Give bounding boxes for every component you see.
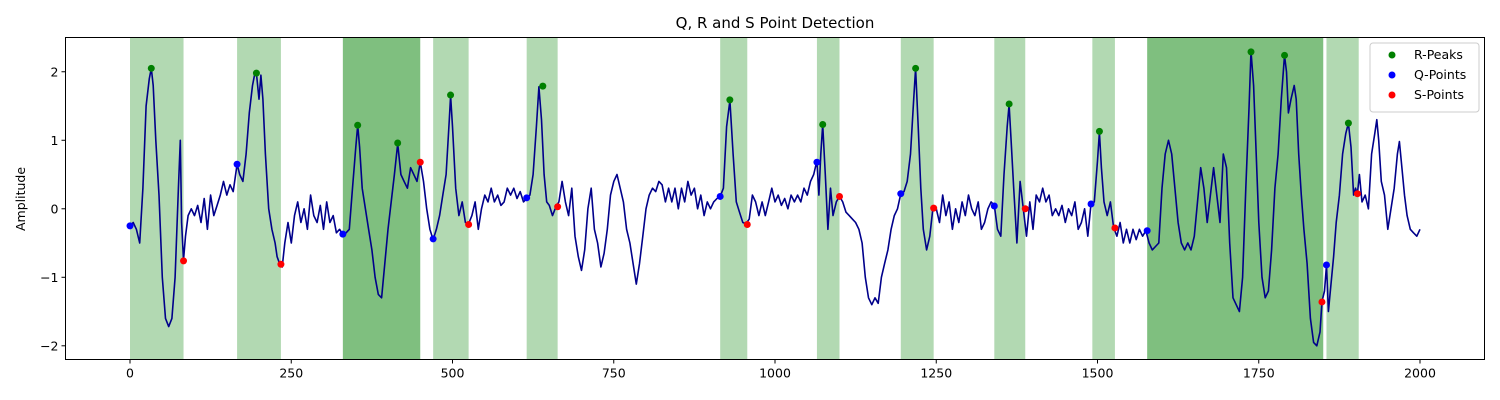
q-points-marker (1087, 200, 1095, 208)
s-points-marker (836, 192, 843, 200)
s-points-marker (743, 221, 751, 229)
chart-title: Q, R and S Point Detection (676, 14, 875, 32)
y-tick-label: 2 (51, 64, 59, 79)
shaded-region (1147, 37, 1324, 360)
q-points-marker (339, 230, 347, 238)
y-axis-label: Amplitude (13, 167, 28, 231)
s-points-marker (1353, 190, 1361, 198)
y-tick-label: 0 (51, 201, 59, 216)
x-tick-label: 500 (441, 366, 465, 381)
s-points-marker (465, 221, 473, 229)
x-tick-label: 750 (602, 366, 626, 381)
q-points-marker (233, 160, 241, 168)
x-tick-label: 1750 (1243, 366, 1275, 381)
r-peaks-marker (394, 139, 402, 147)
r-peaks-marker (1344, 119, 1352, 127)
s-points-marker (930, 204, 938, 212)
r-peaks-marker (447, 91, 455, 99)
shaded-region (433, 37, 469, 360)
r-peaks-marker (1005, 100, 1013, 108)
x-tick-label: 250 (279, 366, 303, 381)
x-tick-label: 2000 (1404, 366, 1436, 381)
q-points-marker (523, 194, 531, 202)
q-points-marker (429, 235, 437, 243)
s-points-marker (554, 203, 562, 211)
legend-label: S-Points (1414, 87, 1464, 102)
x-tick-label: 0 (126, 366, 134, 381)
s-points-marker (180, 257, 188, 265)
shaded-region (1326, 37, 1359, 360)
s-points-marker (416, 158, 424, 166)
q-points-marker (716, 192, 724, 200)
q-points-marker (1143, 227, 1151, 235)
r-peaks-marker (147, 64, 155, 72)
legend-label: Q-Points (1414, 67, 1466, 82)
q-points-marker (813, 158, 821, 166)
legend-marker (1388, 51, 1396, 59)
r-peaks-marker (252, 69, 260, 77)
s-points-marker (277, 260, 285, 268)
legend-marker (1388, 91, 1396, 99)
signal-line (129, 50, 1421, 347)
x-tick-label: 1250 (920, 366, 952, 381)
y-tick-label: −2 (40, 338, 58, 353)
shaded-region (526, 37, 558, 360)
detected-points (126, 48, 1361, 306)
r-peaks-marker (539, 82, 547, 90)
x-tick-label: 1500 (1082, 366, 1114, 381)
q-points-marker (1322, 261, 1330, 269)
shaded-regions (130, 37, 1359, 360)
x-axis-ticks: 0 250 500 750 1000 1250 1500 1750 2000 (126, 359, 1436, 381)
legend-marker (1388, 71, 1396, 79)
r-peaks-marker (819, 121, 827, 129)
y-axis-ticks: −2 −1 0 1 2 (40, 64, 66, 353)
r-peaks-marker (1281, 51, 1289, 59)
r-peaks-marker (912, 64, 920, 72)
r-peaks-marker (1095, 127, 1103, 135)
s-points-marker (1111, 224, 1119, 232)
shaded-region (994, 37, 1026, 360)
shaded-region (130, 37, 184, 360)
shaded-region (816, 37, 840, 360)
r-peaks-marker (1247, 48, 1255, 56)
legend: R-Peaks Q-Points S-Points (1369, 42, 1480, 113)
q-points-marker (126, 222, 134, 230)
legend-box (1369, 42, 1480, 113)
shaded-region (720, 37, 748, 360)
shaded-region (900, 37, 934, 360)
legend-label: R-Peaks (1414, 47, 1463, 62)
q-points-marker (990, 202, 998, 210)
s-points-marker (1318, 298, 1326, 306)
y-tick-label: −1 (40, 270, 58, 285)
r-peaks-marker (354, 121, 362, 129)
shaded-region (237, 37, 281, 360)
signal-layer (129, 50, 1421, 347)
r-peaks-marker (726, 96, 734, 104)
s-points-marker (1021, 205, 1029, 213)
x-tick-label: 1000 (759, 366, 791, 381)
shaded-region (342, 37, 421, 360)
q-points-marker (897, 190, 905, 198)
y-tick-label: 1 (51, 133, 59, 148)
